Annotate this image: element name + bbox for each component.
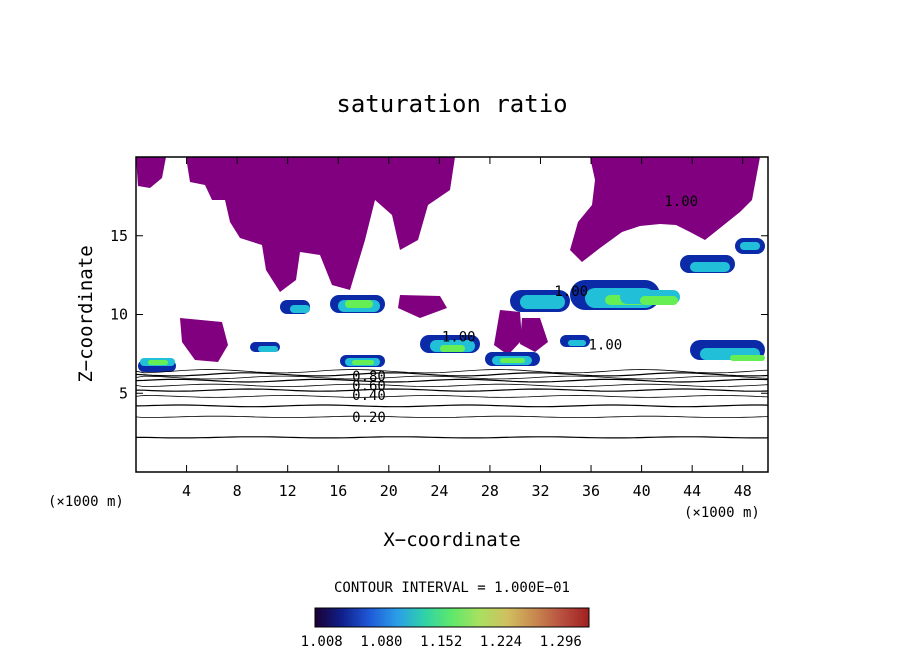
contour-label-0: 0.20 [352,410,386,426]
supersaturated-blob-2 [148,360,168,365]
contour-line-8 [136,372,768,377]
contour-line-3 [136,394,768,398]
colorbar-tick-label-4: 1.296 [540,634,582,650]
contour-labels: 0.20 0.400.600.80 1.00 1.00 1.00 1.00 [352,194,698,426]
supersaturated-blob-25 [640,296,678,305]
x-tick-label-4: 20 [380,482,398,500]
x-unit-right: (×1000 m) [684,505,760,521]
subsaturated-region-0 [136,157,166,188]
colorbar-ticks: 1.008 1.080 1.152 1.224 1.296 [301,634,582,650]
x-tick-label-8: 36 [582,482,600,500]
contour-label-5: 1.00 [589,337,623,353]
colorbar-tick-label-2: 1.152 [420,634,462,650]
supersaturated-blob-6 [290,305,310,313]
x-tick-label-5: 24 [430,482,448,500]
contour-line-7 [136,375,768,380]
supersaturated-blob-27 [690,262,730,272]
x-tick-label-3: 16 [329,482,347,500]
supersaturated-blob-20 [520,295,565,309]
contour-label-3: 0.80 [352,369,386,385]
x-tick-label-7: 32 [531,482,549,500]
x-tick-label-2: 12 [279,482,297,500]
contour-label-7: 1.00 [664,194,698,210]
contour-line-4 [136,388,768,392]
x-tick-label-9: 40 [633,482,651,500]
colorbar-tick-label-1: 1.080 [360,634,402,650]
supersaturated-blob-12 [352,360,374,365]
contour-label-2: 0.60 [352,378,386,394]
contour-line-6 [136,378,768,383]
subsaturated-region-2 [570,157,760,262]
subsaturated-region-6 [520,318,548,352]
supersaturated-blob-4 [258,346,278,352]
contour-label-4: 1.00 [442,330,476,346]
supersaturated-blob-9 [345,300,373,308]
subsaturated-region-5 [494,310,522,355]
chart-title: saturation ratio [336,90,567,118]
contour-label-6: 1.00 [554,284,588,300]
y-axis-ticks: 5 10 15 [110,227,768,402]
supersaturated-blob-15 [440,345,465,352]
supersaturated-blob-32 [730,355,765,361]
supersaturated-blob-34 [568,340,586,346]
colorbar [314,607,590,628]
colorbar-tick-label-0: 1.008 [301,634,343,650]
x-tick-label-11: 48 [734,482,752,500]
supersaturated-blob-29 [740,242,760,250]
subsaturated-regions [136,157,760,362]
subsaturated-region-3 [398,295,447,318]
x-tick-label-6: 28 [481,482,499,500]
contour-label-1: 0.40 [352,388,386,404]
y-tick-label-0: 5 [119,384,128,402]
x-tick-label-1: 8 [233,482,242,500]
contour-line-2 [136,404,768,408]
y-tick-label-2: 15 [110,227,128,245]
colorbar-tick-label-3: 1.224 [480,634,522,650]
contour-interval-text: CONTOUR INTERVAL = 1.000E−01 [334,580,570,596]
plot-area: 0.20 0.400.600.80 1.00 1.00 1.00 1.00 [136,157,768,472]
contour-line-0 [136,436,768,439]
contour-line-9 [136,369,768,374]
subsaturated-region-4 [180,318,228,362]
contour-lines [136,369,768,439]
x-tick-label-10: 44 [683,482,701,500]
supersaturated-blob-18 [500,358,525,363]
supersaturated-regions [138,238,765,372]
x-axis-label: X−coordinate [383,529,520,551]
y-tick-label-1: 10 [110,306,128,324]
subsaturated-region-1 [186,157,455,292]
contour-line-1 [136,415,768,419]
x-axis-ticks: 4 8 12 16 20 24 28 32 36 40 44 48 [182,157,752,500]
contour-line-5 [136,383,768,388]
x-tick-label-0: 4 [182,482,191,500]
x-unit-left: (×1000 m) [48,494,124,510]
y-axis-label: Z−coordinate [75,245,97,382]
